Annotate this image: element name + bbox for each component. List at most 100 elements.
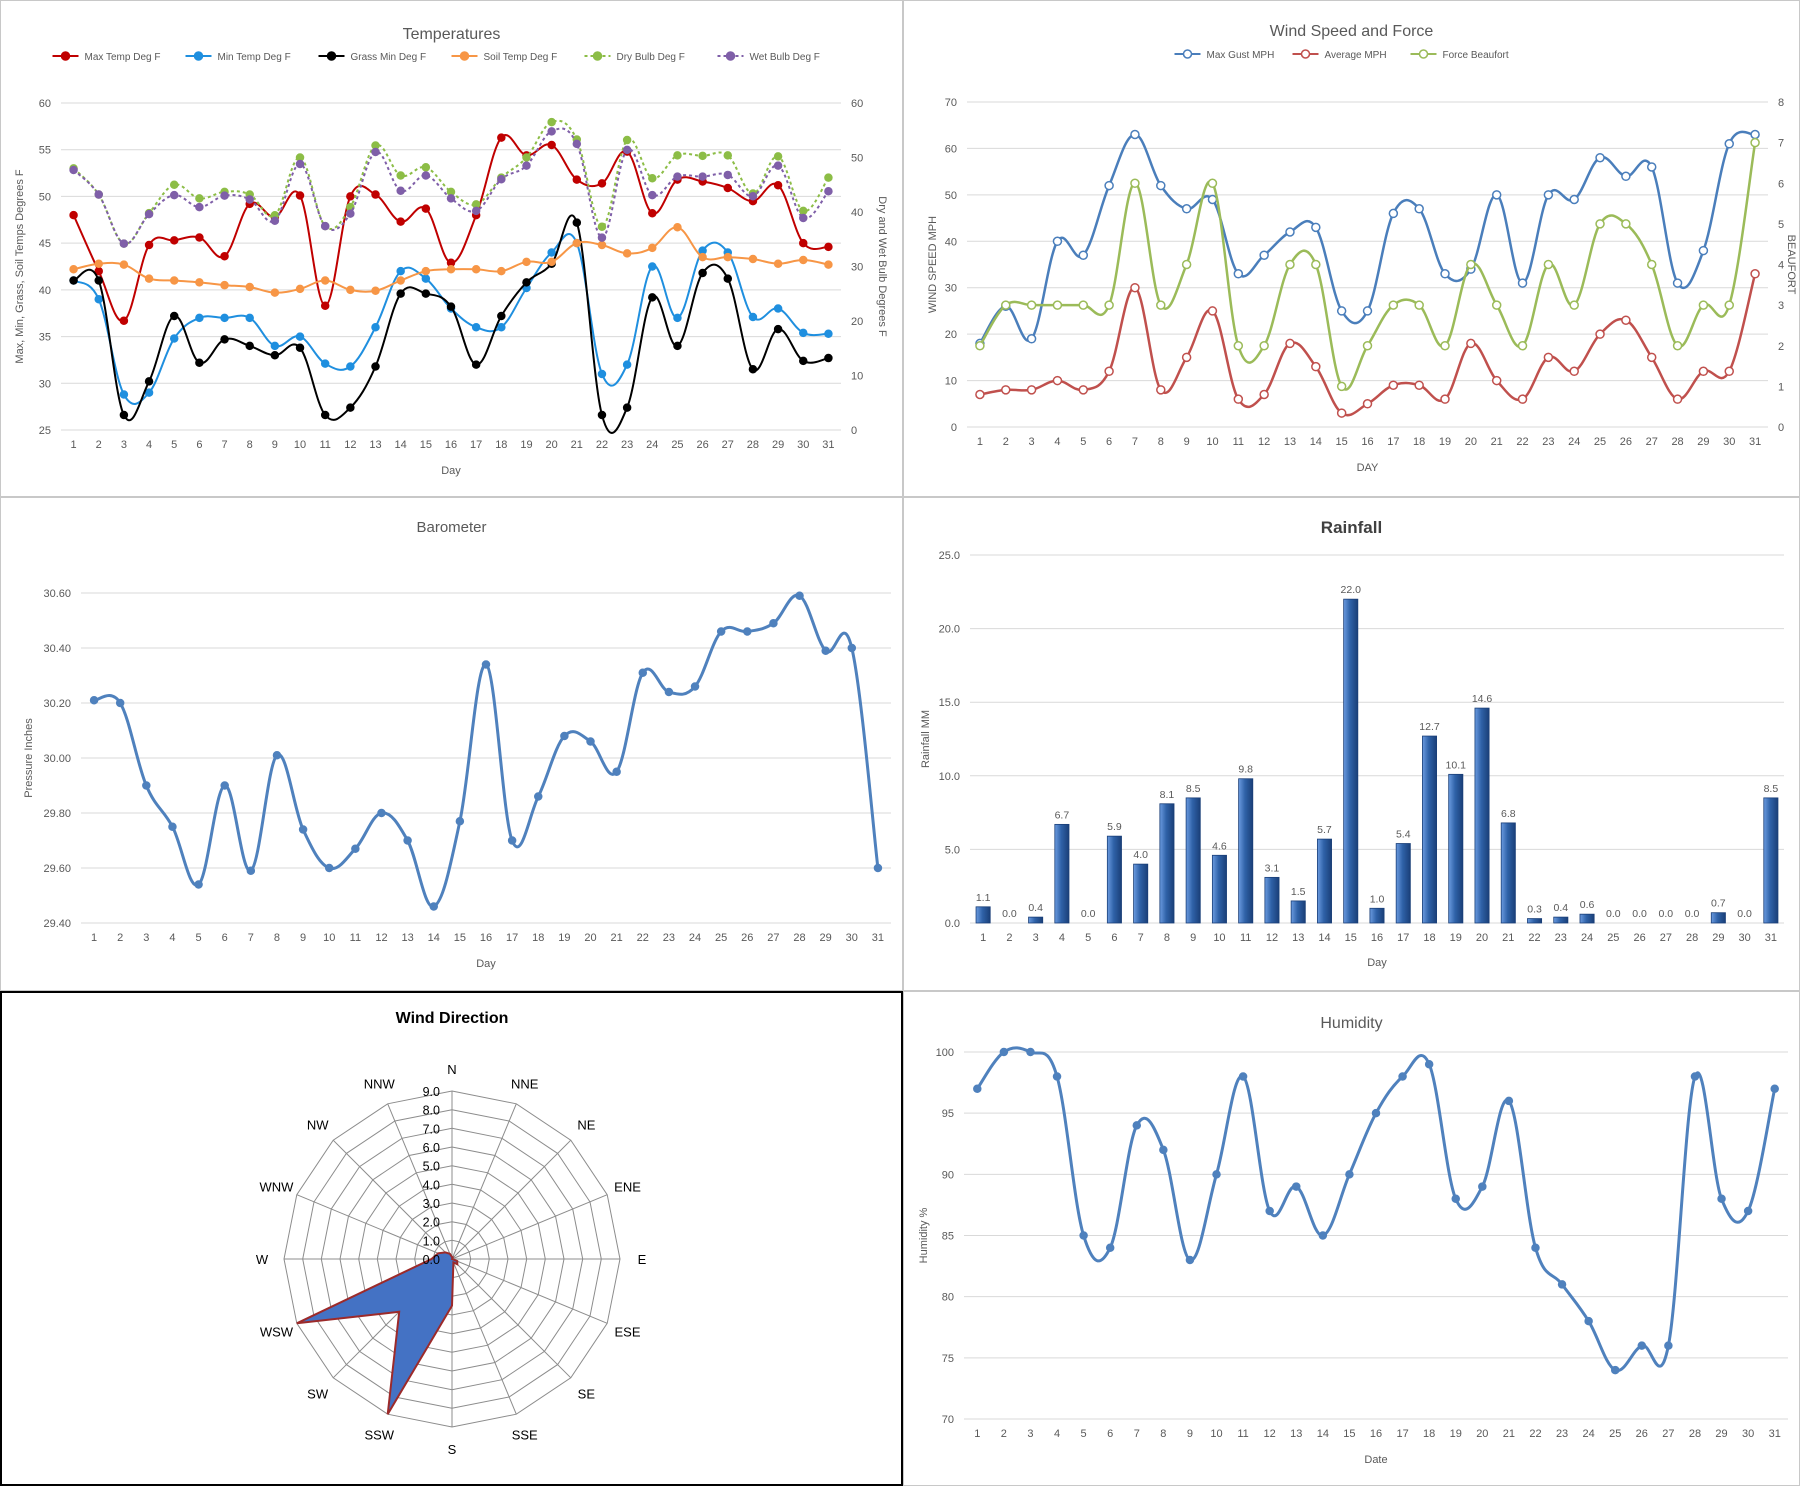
bar-day-15 xyxy=(1343,598,1359,924)
data-point xyxy=(799,206,808,216)
data-point xyxy=(1414,300,1424,310)
legend-label: Force Beaufort xyxy=(1443,50,1509,61)
data-point xyxy=(743,627,752,636)
data-point xyxy=(1156,300,1166,310)
y-tick-label: 70 xyxy=(942,1414,954,1426)
y-tick-label: 30 xyxy=(945,283,957,295)
x-tick-label: 18 xyxy=(1423,932,1435,944)
data-point xyxy=(638,668,648,677)
data-point xyxy=(1078,385,1089,395)
data-point xyxy=(1362,306,1373,316)
x-tick-label: 24 xyxy=(1581,932,1593,944)
x-tick-label: 29 xyxy=(1697,436,1709,448)
bar-day-6 xyxy=(1106,835,1122,924)
data-point xyxy=(245,341,254,351)
data-point xyxy=(1181,352,1192,363)
data-point xyxy=(1185,1255,1195,1265)
data-point xyxy=(1543,259,1554,270)
data-point xyxy=(144,240,154,250)
data-point xyxy=(497,266,506,276)
data-point xyxy=(1207,178,1218,188)
data-point xyxy=(1079,1231,1088,1240)
humidity-chart-panel: Humidity 70 75 80 85 90 95 100 1 2 3 4 5 6 7 8 9 10 11 12 13… xyxy=(903,991,1800,1486)
direction-label-e: E xyxy=(638,1252,647,1267)
x-tick-label: 21 xyxy=(1502,932,1514,944)
radar-spoke xyxy=(451,1258,517,1415)
x-tick-label: 11 xyxy=(1240,932,1251,944)
data-point xyxy=(1078,300,1089,310)
bar-data-label: 1.0 xyxy=(1370,893,1385,905)
data-point xyxy=(1595,329,1605,339)
data-point xyxy=(371,322,380,332)
data-point xyxy=(69,210,78,220)
data-point xyxy=(773,259,783,268)
x-tick-label: 7 xyxy=(1134,1428,1140,1440)
x-tick-label: 3 xyxy=(143,932,149,944)
data-point xyxy=(1750,129,1760,140)
bar-day-11 xyxy=(1238,778,1254,924)
data-point xyxy=(1595,152,1605,163)
x-tick-label: 17 xyxy=(470,439,482,451)
x-tick-label: 14 xyxy=(1317,1428,1329,1440)
x-tick-label: 21 xyxy=(611,932,623,944)
data-point xyxy=(144,377,154,386)
y2-tick-label: 30 xyxy=(851,262,863,274)
data-point xyxy=(1388,208,1399,219)
x-tick-label: 21 xyxy=(1503,1428,1515,1440)
data-point xyxy=(1052,300,1063,310)
bar-data-label: 0.4 xyxy=(1554,902,1569,914)
y-tick-label: 0 xyxy=(951,422,957,434)
data-point xyxy=(847,643,857,653)
data-point xyxy=(648,262,657,271)
x-tick-label: 15 xyxy=(1343,1428,1355,1440)
data-point xyxy=(1584,1316,1593,1326)
data-point xyxy=(195,233,204,242)
legend-swatch-marker xyxy=(193,51,204,61)
data-point xyxy=(1717,1194,1726,1204)
data-point xyxy=(1690,1072,1700,1081)
data-point xyxy=(999,1047,1009,1057)
x-tick-label: 13 xyxy=(401,932,413,944)
data-point xyxy=(1414,380,1424,390)
data-point xyxy=(1724,139,1734,149)
legend-label: Wet Bulb Deg F xyxy=(750,52,820,63)
data-point xyxy=(481,660,491,669)
data-point xyxy=(799,213,808,223)
x-tick-label: 29 xyxy=(1715,1428,1727,1440)
data-point xyxy=(169,276,179,285)
data-point xyxy=(446,194,456,203)
bar-data-label: 5.4 xyxy=(1396,829,1411,841)
data-point xyxy=(1698,300,1709,310)
data-point xyxy=(1001,300,1011,310)
data-point xyxy=(1285,338,1295,349)
x-tick-label: 31 xyxy=(872,932,884,944)
x-tick-label: 4 xyxy=(1054,436,1060,448)
series-line-main xyxy=(93,593,880,908)
x-tick-label: 25 xyxy=(1594,436,1606,448)
data-point xyxy=(873,863,883,873)
x-tick-label: 9 xyxy=(1187,1428,1193,1440)
data-point xyxy=(1621,171,1631,182)
x-tick-label: 7 xyxy=(1132,436,1138,448)
data-point xyxy=(1132,1121,1142,1130)
direction-label-nw: NW xyxy=(307,1118,329,1133)
chart-title: Rainfall xyxy=(1321,518,1382,537)
data-point xyxy=(429,902,438,911)
x-axis-title: Day xyxy=(476,958,496,970)
bar-data-label: 1.5 xyxy=(1291,886,1306,898)
x-tick-label: 18 xyxy=(1423,1428,1435,1440)
rainfall-chart-panel: Rainfall 0.0 5.0 10.0 15.0 20.0 25.0 1.1 1 0.0 2 0.… xyxy=(903,497,1800,991)
x-tick-label: 10 xyxy=(1213,932,1225,944)
data-point xyxy=(597,222,607,231)
x-tick-label: 4 xyxy=(1059,932,1065,944)
data-point xyxy=(824,187,833,196)
x-tick-label: 27 xyxy=(1660,932,1672,944)
bar-day-18 xyxy=(1422,735,1438,924)
data-point xyxy=(824,173,833,182)
data-point xyxy=(245,313,254,323)
legend-item-grass-min-deg-f: Grass Min Deg F xyxy=(318,51,426,63)
x-tick-label: 2 xyxy=(96,439,102,451)
radial-tick-label: 9.0 xyxy=(423,1085,440,1099)
series-line-main xyxy=(976,1046,1777,1372)
